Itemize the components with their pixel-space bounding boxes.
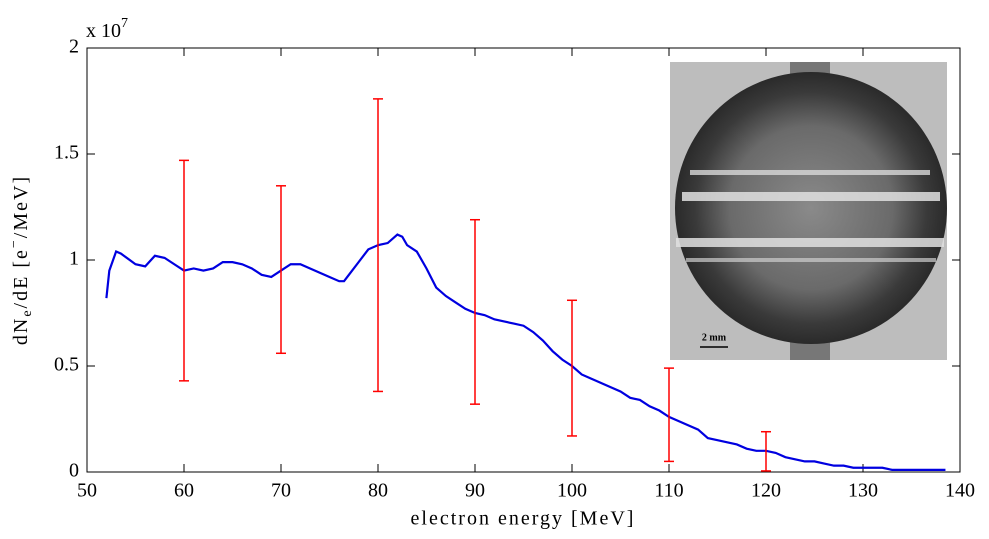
y-tick-label: 0: [69, 460, 79, 482]
y-scale-exponent: 7: [121, 16, 128, 31]
error-bar: [373, 98, 383, 393]
y-tick-label: 1.5: [54, 142, 79, 164]
y-tick-label: 0.5: [54, 354, 79, 376]
x-tick-label: 50: [77, 480, 97, 502]
x-tick-label: 110: [654, 480, 683, 502]
x-tick-label: 90: [465, 480, 485, 502]
y-axis-label: dNe/dE [e−/MeV]: [7, 175, 35, 345]
error-bar: [664, 367, 674, 463]
x-tick-label: 60: [174, 480, 194, 502]
y-label-part: /MeV]: [10, 175, 32, 238]
y-label-part: dN: [10, 317, 32, 345]
y-label-part: /dE [e: [10, 248, 32, 308]
error-bar: [179, 159, 189, 382]
inset-scale-label: 2 mm: [702, 332, 727, 343]
x-tick-label: 130: [848, 480, 878, 502]
y-label-part: −: [7, 238, 22, 248]
x-tick-label: 70: [271, 480, 291, 502]
y-scale-label: x 107: [86, 16, 128, 41]
x-tick-label: 120: [751, 480, 781, 502]
error-bar: [567, 299, 577, 437]
y-tick-label: 1: [69, 248, 79, 270]
x-tick-label: 100: [557, 480, 587, 502]
y-label-part: e: [20, 308, 35, 316]
x-tick-label: 140: [945, 480, 975, 502]
error-bar: [470, 218, 480, 405]
error-bar: [276, 185, 286, 355]
y-scale-base: x 10: [86, 20, 121, 42]
inset-image: 2 mm: [670, 62, 947, 360]
x-axis-label: electron energy [MeV]: [411, 508, 636, 530]
x-tick-label: 80: [368, 480, 388, 502]
y-tick-label: 2: [69, 36, 79, 58]
error-bar: [761, 430, 771, 472]
spectrum-line: [105, 233, 946, 471]
